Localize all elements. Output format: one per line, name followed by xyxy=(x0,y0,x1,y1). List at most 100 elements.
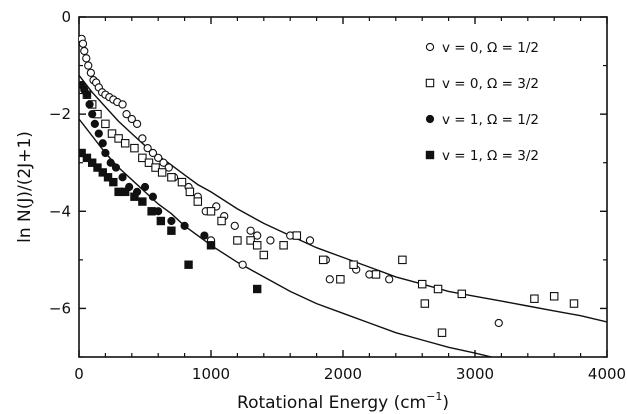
data-point xyxy=(79,148,86,158)
data-point xyxy=(98,168,107,177)
data-point xyxy=(120,139,130,148)
data-point xyxy=(79,39,88,48)
data-point xyxy=(349,260,358,269)
data-point xyxy=(318,255,328,265)
legend-label: v = 0, Ω = 1/2 xyxy=(442,40,539,56)
data-point xyxy=(86,68,96,78)
data-point xyxy=(80,46,89,56)
data-point xyxy=(154,153,163,163)
x-axis-title-main: Rotational Energy (cm xyxy=(237,393,426,413)
data-point xyxy=(206,241,216,250)
data-point xyxy=(457,289,467,299)
data-point xyxy=(437,328,447,337)
data-point xyxy=(233,236,242,245)
data-point xyxy=(106,158,115,167)
data-point xyxy=(114,134,123,143)
data-point xyxy=(385,275,394,284)
data-point xyxy=(252,241,262,250)
data-point xyxy=(167,173,176,182)
fit-curves xyxy=(79,74,607,357)
x-tick-label: 1000 xyxy=(192,365,230,383)
data-point xyxy=(279,241,288,250)
x-tick-label: 3000 xyxy=(456,365,494,383)
data-point xyxy=(193,197,203,206)
y-tick-label: 0 xyxy=(61,8,71,26)
data-point xyxy=(93,163,102,172)
data-point xyxy=(101,148,110,158)
data-point xyxy=(138,197,147,206)
data-point xyxy=(266,236,275,245)
y-axis-title: ln N(J)/(2J+1) xyxy=(15,131,35,243)
data-point xyxy=(433,284,443,294)
legend-marker xyxy=(425,42,435,52)
data-point xyxy=(246,236,255,245)
data-point xyxy=(118,100,127,109)
data-point xyxy=(200,231,209,240)
data-point xyxy=(138,134,147,143)
data-point xyxy=(147,207,156,216)
y-tick-label: −4 xyxy=(49,202,71,220)
data-point xyxy=(148,148,158,158)
data-point xyxy=(132,119,142,129)
data-point xyxy=(148,192,158,201)
legend-marker xyxy=(425,150,435,160)
data-point xyxy=(88,110,97,119)
data-point xyxy=(118,173,127,182)
data-point xyxy=(167,226,176,235)
y-tick-label: −6 xyxy=(49,299,71,317)
data-point xyxy=(156,216,166,226)
data-point xyxy=(82,90,92,99)
legend-marker xyxy=(425,78,435,88)
data-point xyxy=(253,284,262,294)
data-point xyxy=(259,250,269,260)
data-point xyxy=(159,158,168,167)
data-point xyxy=(230,221,239,231)
x-tick-label: 0 xyxy=(74,365,84,383)
y-tick-label: −2 xyxy=(49,105,71,123)
axis-ticks xyxy=(78,16,608,358)
legend-label: v = 1, Ω = 1/2 xyxy=(442,112,539,128)
data-point xyxy=(151,163,160,172)
data-point xyxy=(164,163,173,172)
data-point xyxy=(398,255,407,265)
data-point xyxy=(206,207,216,216)
x-axis-title: Rotational Energy (cm−1) xyxy=(237,390,449,413)
data-point xyxy=(111,163,121,172)
data-point xyxy=(84,61,93,70)
data-point xyxy=(530,294,539,303)
legend: v = 0, Ω = 1/2 v = 0, Ω = 3/2 v = 1, Ω = 1… xyxy=(425,40,539,164)
data-point xyxy=(143,143,152,153)
fit-curve xyxy=(79,74,607,323)
data-point xyxy=(85,100,94,109)
fit-curve xyxy=(79,118,495,357)
data-point xyxy=(101,119,110,129)
x-tick-label: 2000 xyxy=(324,365,362,383)
legend-marker xyxy=(425,114,435,124)
data-point xyxy=(185,187,195,197)
legend-label: v = 0, Ω = 3/2 xyxy=(442,76,539,92)
data-point xyxy=(305,236,315,245)
legend-label: v = 1, Ω = 3/2 xyxy=(442,148,539,164)
data-point xyxy=(121,187,130,197)
data-points xyxy=(79,34,579,337)
data-point xyxy=(122,109,131,119)
data-point xyxy=(138,153,147,163)
data-point xyxy=(109,177,118,187)
data-point xyxy=(130,192,139,201)
data-point xyxy=(549,292,559,301)
data-point xyxy=(167,216,176,226)
data-point xyxy=(371,270,381,279)
data-point xyxy=(88,158,97,167)
data-point xyxy=(103,173,113,182)
data-point xyxy=(336,275,345,284)
data-point xyxy=(184,260,193,269)
data-point xyxy=(82,54,91,63)
data-point xyxy=(130,143,139,153)
data-point xyxy=(82,153,92,163)
data-point xyxy=(253,231,262,240)
data-point xyxy=(98,139,107,148)
data-point xyxy=(177,177,187,187)
x-axis-title-close: ) xyxy=(442,393,449,413)
data-point xyxy=(420,299,430,308)
